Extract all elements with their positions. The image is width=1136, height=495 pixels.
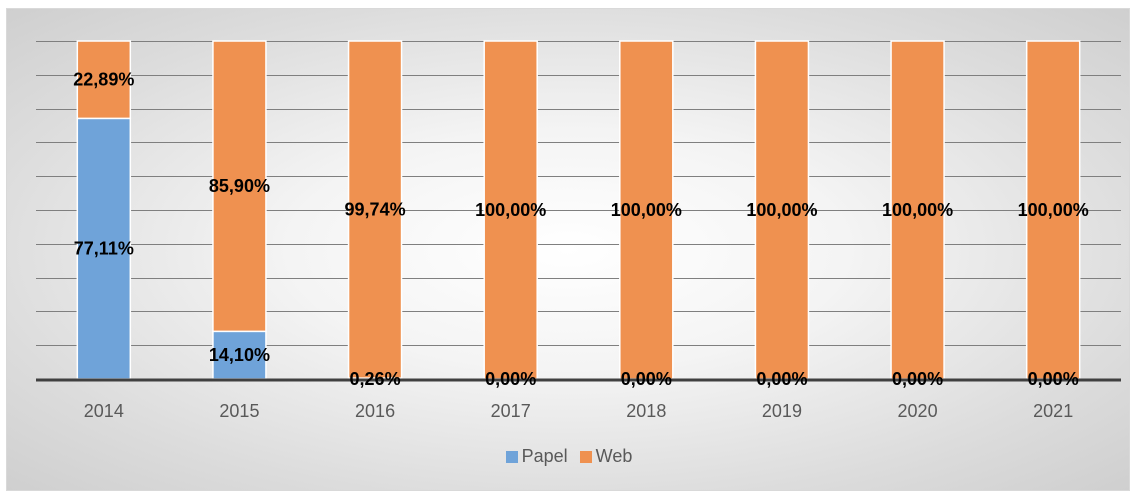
data-label-papel-2020: 0,00% (892, 369, 943, 389)
legend-item-web: Web (579, 446, 633, 467)
data-label-papel-2019: 0,00% (756, 369, 807, 389)
data-label-web-2014: 22,89% (73, 70, 134, 90)
x-tick-label-2019: 2019 (762, 401, 802, 421)
bars (76, 40, 1081, 380)
bar-web-2021 (1025, 40, 1081, 380)
x-tick-labels: 2014 2015 2016 2017 2018 2019 2020 2021 (84, 401, 1073, 421)
x-tick-label-2016: 2016 (355, 401, 395, 421)
bar-web-2019 (754, 40, 810, 380)
legend-swatch-papel (505, 450, 518, 463)
data-label-web-2017: 100,00% (475, 200, 546, 220)
data-label-papel-2015: 14,10% (209, 345, 270, 365)
data-labels: 77,11% 22,89% 14,10% 85,90% 0,26% 99,74% 0,00%… (73, 70, 1088, 389)
chart-area: 77,11% 22,89% 14,10% 85,90% 0,26% 99,74% 0,00%… (6, 8, 1130, 491)
legend-label-web: Web (595, 446, 633, 466)
legend-item-papel: Papel (505, 446, 568, 467)
data-label-web-2015: 85,90% (209, 176, 270, 196)
data-label-papel-2021: 0,00% (1028, 369, 1079, 389)
legend-swatch-web (579, 450, 592, 463)
x-tick-label-2014: 2014 (84, 401, 124, 421)
x-tick-label-2021: 2021 (1033, 401, 1073, 421)
data-label-web-2016: 99,74% (345, 200, 406, 220)
bar-web-2015 (212, 40, 267, 333)
data-label-papel-2014: 77,11% (74, 239, 134, 259)
data-label-web-2021: 100,00% (1018, 200, 1089, 220)
x-tick-label-2017: 2017 (491, 401, 531, 421)
bar-web-2018 (619, 40, 674, 380)
x-tick-label-2015: 2015 (219, 401, 259, 421)
legend-label-papel: Papel (521, 446, 568, 466)
stacked-bar-chart: 77,11% 22,89% 14,10% 85,90% 0,26% 99,74% 0,00%… (36, 40, 1121, 421)
data-label-web-2019: 100,00% (746, 200, 817, 220)
data-label-web-2020: 100,00% (882, 200, 953, 220)
gridlines (36, 41, 1121, 346)
x-tick-label-2020: 2020 (898, 401, 938, 421)
bar-web-2016 (347, 40, 403, 379)
data-label-papel-2017: 0,00% (485, 369, 536, 389)
bar-web-2017 (483, 40, 538, 380)
data-label-papel-2018: 0,00% (621, 369, 672, 389)
x-tick-label-2018: 2018 (626, 401, 666, 421)
legend: Papel Web (7, 446, 1129, 467)
data-label-web-2018: 100,00% (611, 200, 682, 220)
data-label-papel-2016: 0,26% (350, 369, 401, 389)
bar-web-2014 (76, 40, 132, 120)
